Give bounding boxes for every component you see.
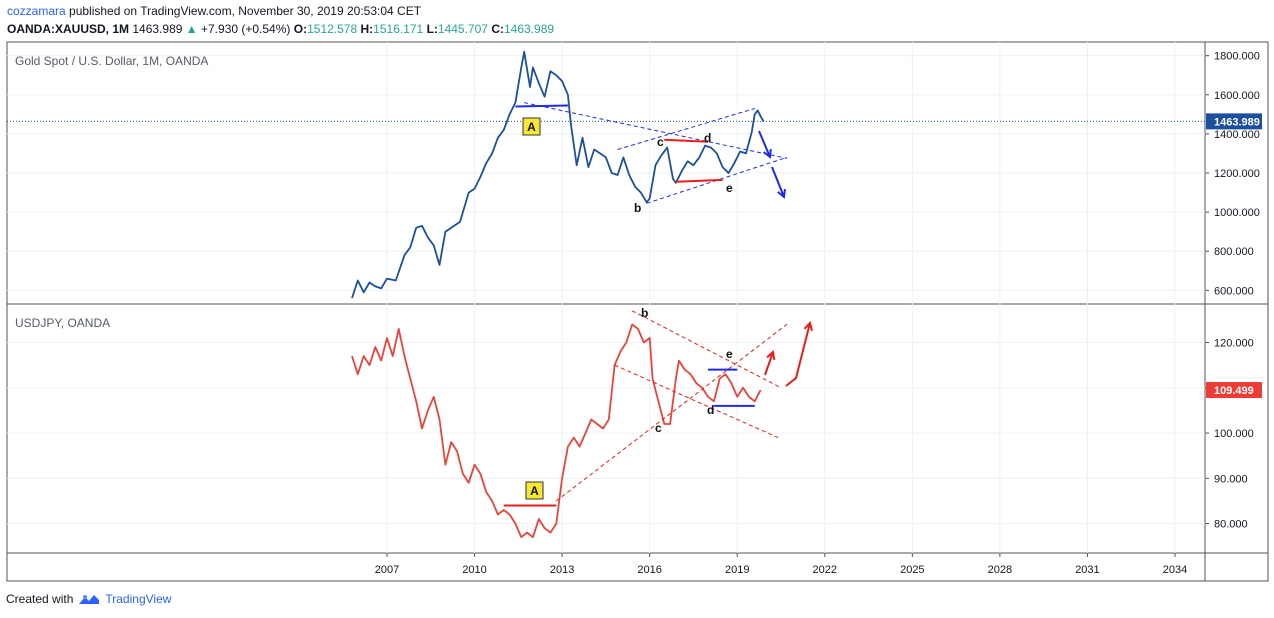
x-tick-label: 2016 <box>637 564 661 576</box>
wave-label-b: b <box>634 201 641 215</box>
usdjpy-pane: 80.00090.000100.000110.000120.000USDJPY,… <box>7 316 1262 539</box>
x-tick-label: 2010 <box>462 564 486 576</box>
y-tick-label: 90.000 <box>1214 473 1248 485</box>
wave-label-e: e <box>726 181 733 195</box>
y-tick-label: 800.000 <box>1214 246 1254 258</box>
pane-title: Gold Spot / U.S. Dollar, 1M, OANDA <box>15 54 208 68</box>
x-tick-label: 2007 <box>375 564 399 576</box>
last-price-label: 1463.989 <box>1214 116 1260 128</box>
gold-box-a-label: A <box>527 120 536 134</box>
x-axis: 2007 2010 2013 2016 2019 2022 2025 2028 2031 2034 <box>375 42 1187 576</box>
last-price: 1463.989 <box>132 22 183 36</box>
up-arrow-1 <box>764 351 774 376</box>
low-label: L: <box>426 22 438 36</box>
created-with-text: Created with <box>6 592 74 606</box>
x-tick-label: 2025 <box>900 564 924 576</box>
down-arrow-1 <box>758 130 771 158</box>
chart-frame <box>6 41 1269 582</box>
x-tick-label: 2019 <box>725 564 749 576</box>
usdjpy-annotations: Ab e d c <box>503 306 813 507</box>
wave-label-e-jpy: e <box>726 347 733 361</box>
y-tick-label: 80.000 <box>1214 519 1248 531</box>
close-label: C: <box>491 22 504 36</box>
last-price-badge <box>1206 113 1262 130</box>
change-value: +7.930 (+0.54%) <box>201 22 291 36</box>
wave-label-c: c <box>657 135 664 149</box>
down-arrow-2-head <box>777 188 786 199</box>
high-value: 1516.171 <box>373 22 424 36</box>
down-arrow-1-head <box>763 148 772 159</box>
tradingview-link[interactable]: TradingView <box>105 592 172 606</box>
author-link[interactable]: cozzamara <box>7 4 66 18</box>
x-tick-label: 2034 <box>1163 564 1187 576</box>
wave-label-d-jpy: d <box>707 403 714 417</box>
gold-annotations: Ac d b e <box>515 102 787 215</box>
y-tick-label: 1600.000 <box>1214 90 1260 102</box>
last-price-label: 109.499 <box>1214 385 1254 397</box>
published-text: published on TradingView.com, November 3… <box>69 4 422 18</box>
down-arrow-2 <box>771 166 785 198</box>
y-tick-label: 600.000 <box>1214 285 1254 297</box>
up-arrow-icon: ▲ <box>185 22 198 36</box>
up-arrow-2 <box>785 322 811 387</box>
up-arrow-2-head <box>803 320 813 331</box>
open-label: O: <box>293 22 308 36</box>
x-tick-label: 2028 <box>988 564 1012 576</box>
wave-label-d: d <box>704 131 711 145</box>
low-value: 1445.707 <box>437 22 488 36</box>
wave-label-c-jpy: c <box>655 421 662 435</box>
jpy-box-a-label: A <box>530 484 539 498</box>
y-tick-label: 120.000 <box>1214 337 1254 349</box>
wave-label-b-jpy: b <box>641 306 648 320</box>
usdjpy-price-line <box>351 323 762 539</box>
level-line-cd <box>664 138 709 143</box>
lower-channel-line <box>614 364 779 439</box>
y-tick-label: 1000.000 <box>1214 207 1260 219</box>
high-label: H: <box>360 22 374 36</box>
footer: Created with TradingView <box>6 592 171 606</box>
ohlc-line: OANDA:XAUUSD, 1M 1463.989 ▲ +7.930 (+0.5… <box>7 22 554 36</box>
last-price-badge <box>1206 382 1262 399</box>
jpy-box-a <box>525 481 544 500</box>
triangle-upper-line <box>524 102 787 159</box>
x-tick-label: 2031 <box>1075 564 1099 576</box>
gold-pane: 600.000 800.000 1000.000 1200.000 1400.000 16… <box>7 50 1262 299</box>
y-tick-label: 100.000 <box>1214 428 1254 440</box>
level-line-e <box>675 178 723 183</box>
channel-upper-line <box>617 107 755 151</box>
close-value: 1463.989 <box>503 22 555 36</box>
open-value: 1512.578 <box>307 22 358 36</box>
x-tick-label: 2013 <box>550 564 574 576</box>
pane-title: USDJPY, OANDA <box>15 316 110 330</box>
y-tick-label: 1400.000 <box>1214 129 1260 141</box>
x-tick-label: 2022 <box>813 564 837 576</box>
y-tick-label: 1200.000 <box>1214 168 1260 180</box>
up-arrow-1-head <box>766 350 776 361</box>
gold-price-line <box>351 50 765 299</box>
publisher-line: cozzamara published on TradingView.com, … <box>7 4 421 18</box>
tradingview-logo-icon <box>79 595 100 604</box>
symbol-label: OANDA:XAUUSD, 1M <box>7 22 130 36</box>
gold-box-a <box>522 117 541 136</box>
y-tick-label: 1800.000 <box>1214 51 1260 63</box>
